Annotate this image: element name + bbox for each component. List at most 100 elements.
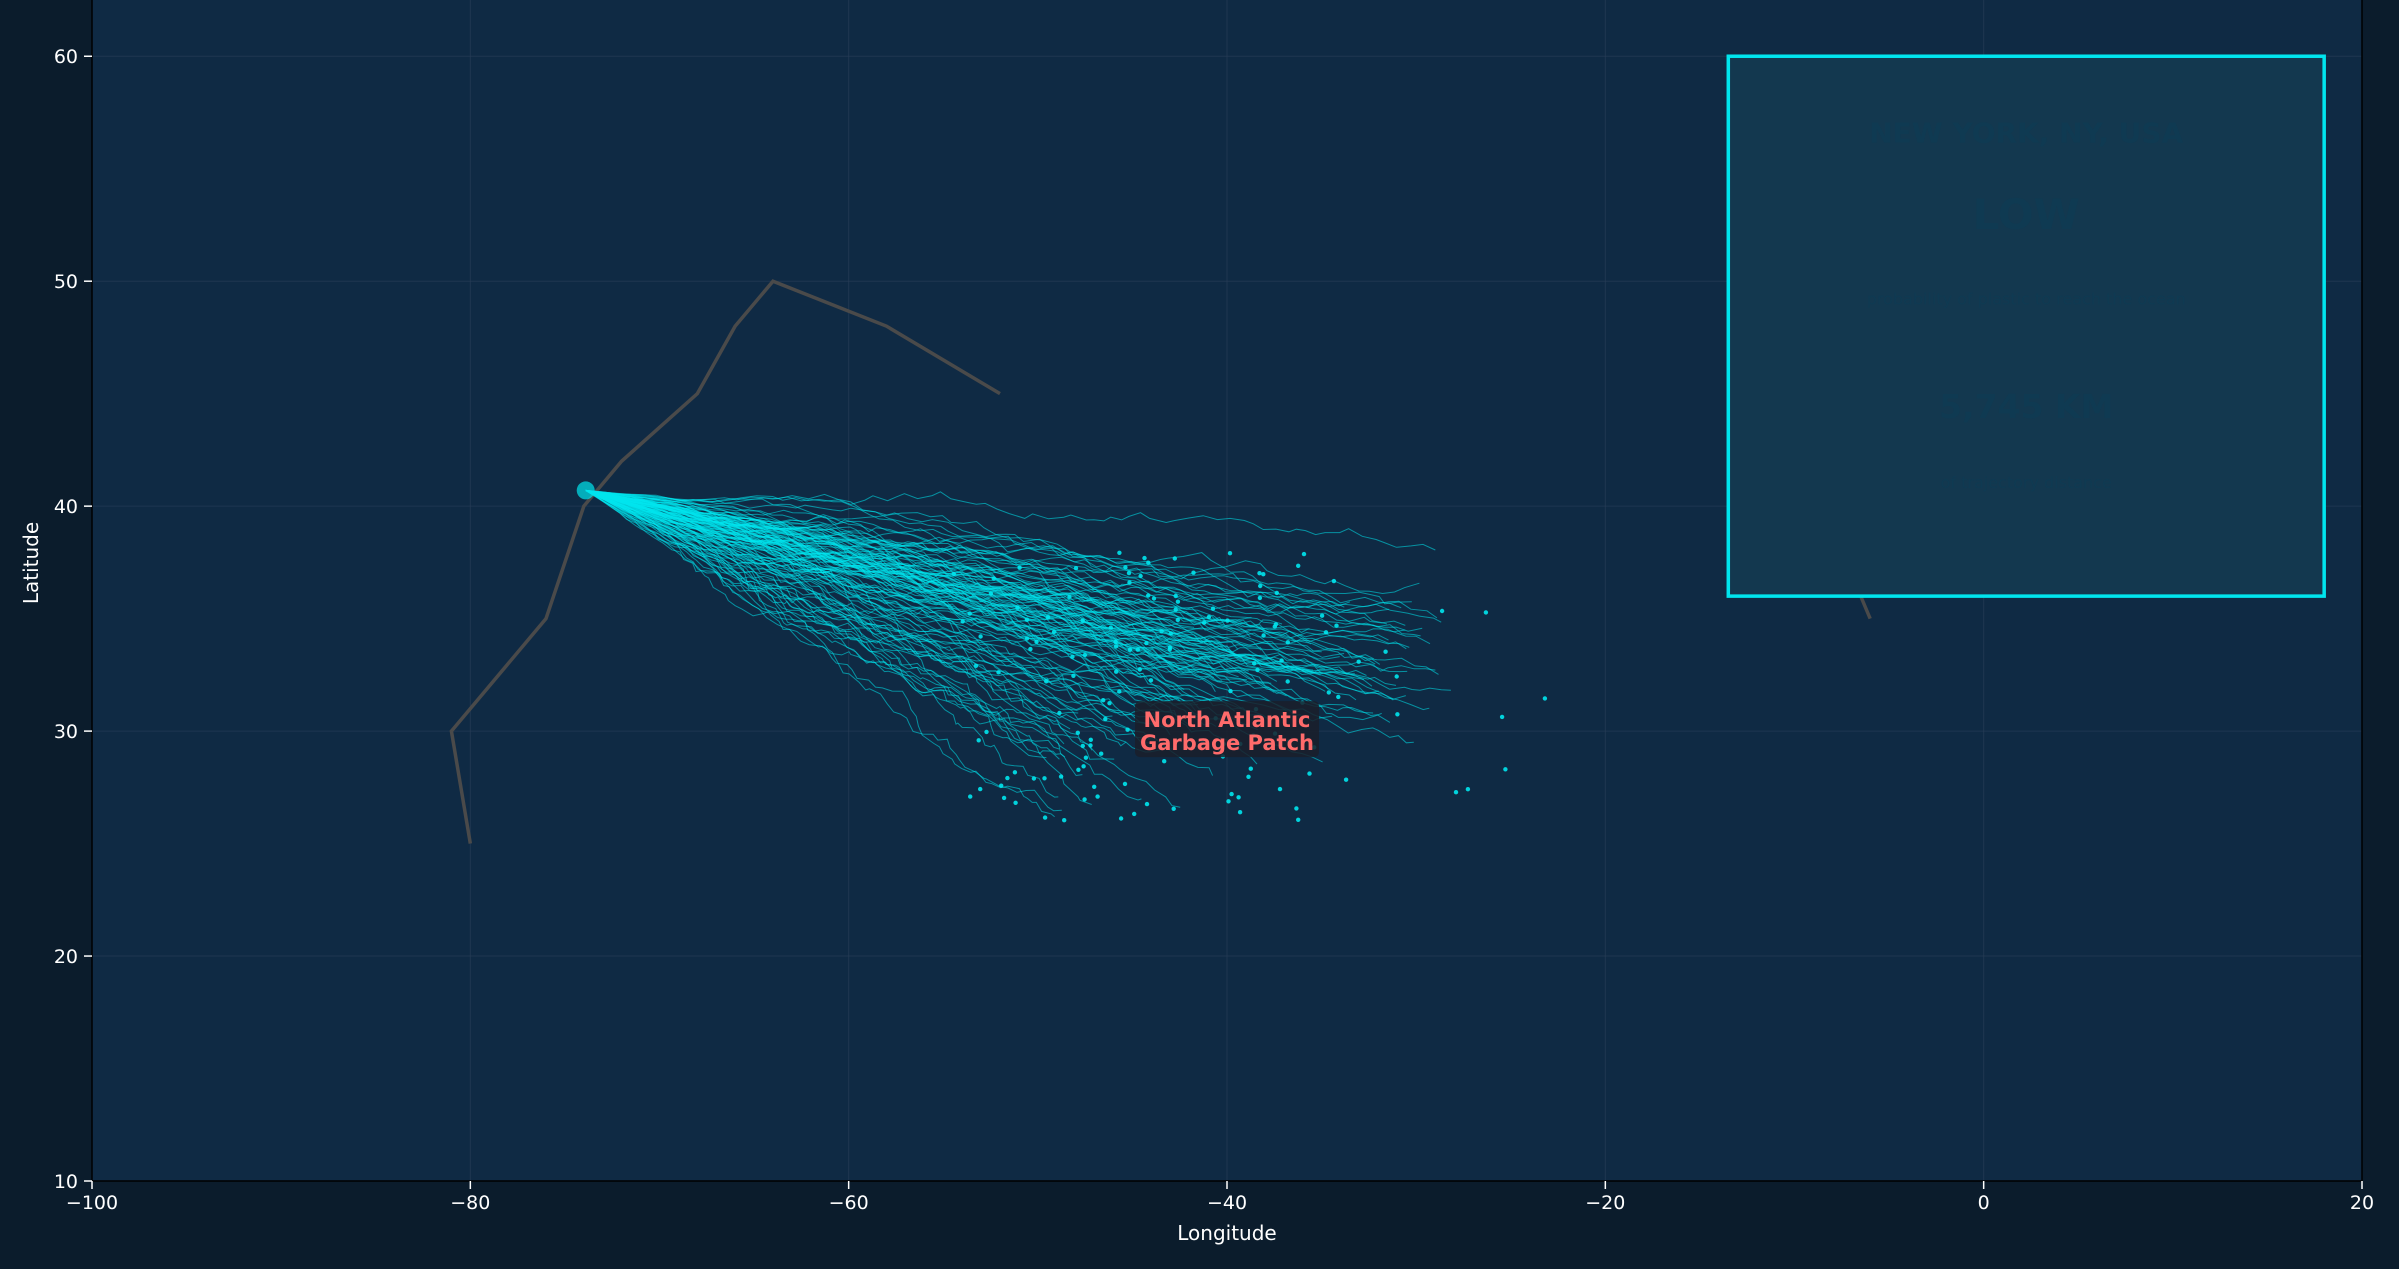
trajectory-line (585, 489, 1127, 747)
endpoint-dot (973, 663, 979, 668)
endpoint-dot (1228, 688, 1233, 694)
endpoint-dot (1258, 583, 1263, 589)
endpoint-dot (1162, 759, 1167, 764)
trajectory-line (585, 489, 1144, 675)
endpoint-dot (1453, 790, 1459, 795)
endpoint-dot (1122, 781, 1128, 787)
endpoint-dot (1148, 678, 1154, 683)
endpoint-dot (976, 738, 981, 743)
trajectory-line (585, 489, 1406, 626)
endpoint-dot (1076, 767, 1081, 772)
trajectory-line (585, 489, 1394, 701)
info-box-frame (1726, 54, 2326, 598)
endpoint-dot (1226, 799, 1231, 804)
endpoint-dot (951, 571, 956, 577)
info-probability: LOW (1973, 190, 2080, 239)
endpoint-dot (1118, 816, 1124, 821)
endpoint-dot (1439, 608, 1445, 614)
endpoint-dot (1246, 774, 1251, 779)
endpoint-dot (967, 611, 972, 616)
endpoint-dot (1082, 652, 1088, 658)
endpoint-dot (1146, 560, 1151, 565)
endpoint-dot (1127, 647, 1133, 652)
endpoint-dot (1294, 806, 1299, 811)
endpoint-dot (1227, 551, 1233, 556)
endpoint-dot (1103, 716, 1108, 722)
trajectory-line (585, 489, 1093, 751)
endpoint-dot (1024, 636, 1030, 641)
endpoint-dot (1296, 817, 1301, 822)
endpoint-dot (1261, 572, 1266, 577)
endpoint-dot (1274, 590, 1280, 596)
trajectory-line (585, 489, 1181, 808)
endpoint-dot (1383, 649, 1388, 654)
endpoint-dot (1088, 737, 1094, 742)
endpoint-dot (1045, 615, 1051, 620)
endpoint-dot (1125, 727, 1130, 732)
endpoint-dot (1173, 593, 1178, 599)
endpoint-dot (1070, 654, 1075, 659)
endpoint-dot (1144, 801, 1150, 807)
endpoint-dot (1075, 730, 1081, 735)
endpoint-dot (968, 794, 973, 799)
endpoint-dot (1028, 646, 1033, 652)
endpoint-dot (978, 786, 983, 792)
endpoint-dot (996, 670, 1001, 675)
endpoint-dot (1257, 595, 1263, 601)
endpoint-dot (1080, 618, 1085, 623)
endpoint-dot (988, 591, 994, 596)
endpoint-dot (1144, 640, 1149, 646)
trajectory-line (585, 489, 1390, 614)
endpoint-dot (1175, 617, 1181, 623)
y-axis-label: Latitude (19, 522, 43, 604)
endpoint-dot (1071, 673, 1076, 678)
endpoint-dot (1001, 795, 1007, 801)
endpoint-dot (1113, 639, 1118, 645)
endpoint-dot (1201, 620, 1207, 625)
endpoint-dot (1137, 667, 1143, 672)
endpoint-dot (1042, 776, 1047, 781)
x-tick-label: −80 (450, 1192, 490, 1214)
endpoint-dot (1099, 751, 1104, 756)
y-tick-label: 10 (54, 1171, 78, 1193)
endpoint-dot (1542, 696, 1548, 701)
trajectory-line (585, 489, 1312, 645)
endpoint-dot (1067, 594, 1072, 600)
endpoint-dot (1107, 701, 1112, 706)
endpoint-dot (1017, 565, 1022, 570)
endpoint-dot (1031, 776, 1037, 781)
info-box: NEW YORK, NY, USA LOW probability of pla… (1726, 54, 2326, 598)
endpoint-dot (999, 783, 1004, 788)
endpoint-dot (1395, 712, 1400, 717)
endpoint-dot (1159, 629, 1164, 634)
endpoint-dot (1117, 550, 1122, 555)
endpoint-dot (1331, 578, 1337, 584)
endpoint-dot (1172, 556, 1178, 561)
trajectory-line (585, 489, 1307, 674)
endpoint-dot (1465, 787, 1471, 792)
endpoint-dot (1058, 774, 1064, 779)
garbage-patch-annotation: North Atlantic Garbage Patch (1135, 701, 1319, 758)
endpoint-dot (991, 576, 996, 581)
endpoint-dot (1206, 614, 1212, 620)
endpoint-dot (1126, 570, 1132, 576)
trajectory-line (585, 489, 1438, 619)
y-tick-label: 20 (54, 946, 78, 968)
endpoint-dot (1013, 800, 1018, 805)
endpoint-dot (1081, 764, 1086, 769)
endpoint-dot (1123, 565, 1128, 570)
endpoint-dot (1117, 689, 1122, 694)
endpoint-dot (1135, 647, 1141, 652)
endpoint-dot (1175, 599, 1181, 604)
trajectory-line (585, 489, 1389, 643)
endpoint-dot (1252, 661, 1257, 666)
endpoint-dot (1336, 694, 1341, 700)
info-distance-caption: of trajectory distance (1941, 473, 2112, 492)
x-ticks: −100 −80 −60 −40 −20 0 20 (66, 1181, 2374, 1214)
annotation-line-1: North Atlantic (1144, 708, 1311, 732)
endpoint-dot (1356, 659, 1361, 664)
endpoint-dot (960, 619, 965, 624)
endpoint-dot (1323, 630, 1329, 635)
trajectory-line (585, 489, 1239, 650)
x-tick-label: −20 (1585, 1192, 1625, 1214)
